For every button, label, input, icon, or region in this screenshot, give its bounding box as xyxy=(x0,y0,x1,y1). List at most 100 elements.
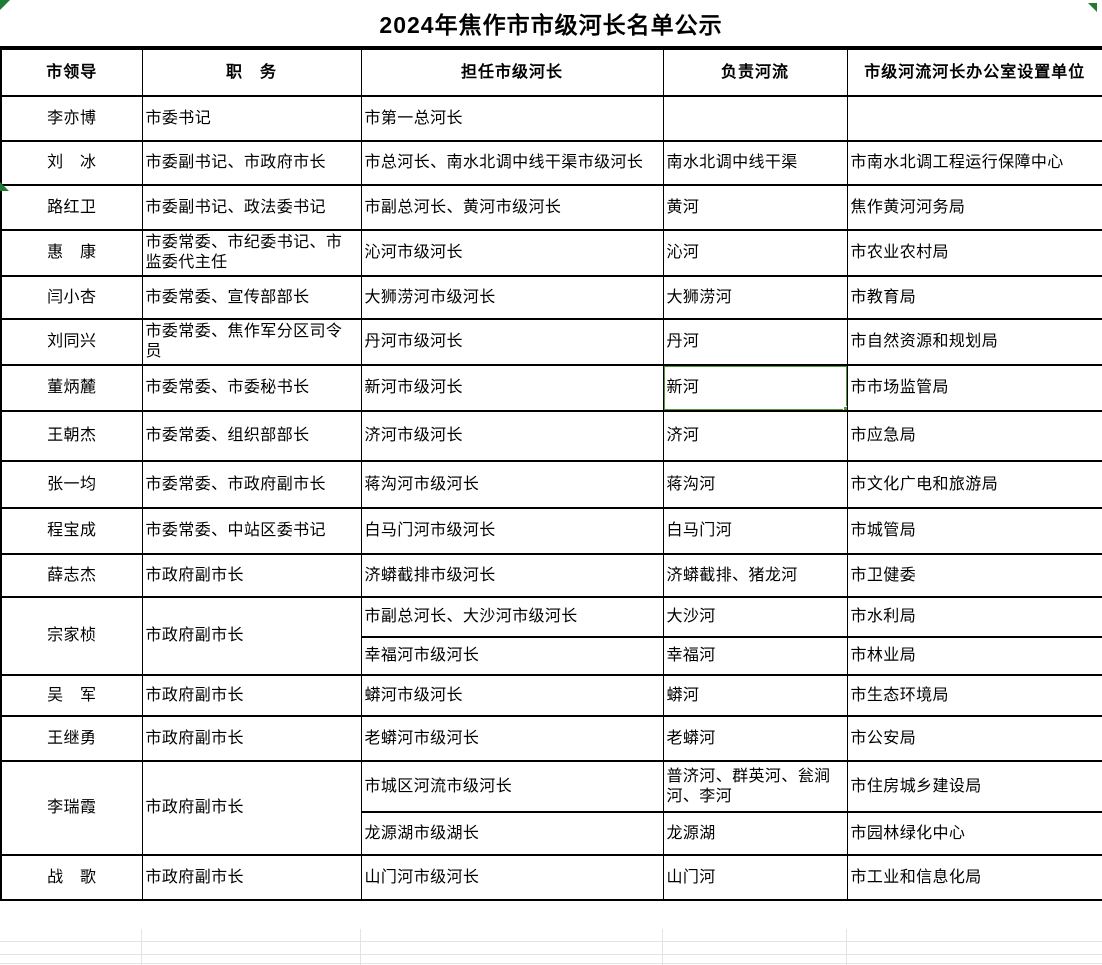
cell-leader[interactable]: 刘 冰 xyxy=(0,140,143,186)
cell-leader[interactable]: 薛志杰 xyxy=(0,553,143,598)
cell-leader[interactable]: 王继勇 xyxy=(0,715,143,762)
cell-river[interactable]: 白马门河 xyxy=(662,507,848,555)
header-cell-river[interactable]: 负责河流 xyxy=(662,48,848,97)
cell-chief[interactable]: 市总河长、南水北调中线干渠市级河长 xyxy=(360,140,664,186)
cell-chief[interactable]: 济蟒截排市级河长 xyxy=(360,553,664,598)
cell-river[interactable]: 南水北调中线干渠 xyxy=(662,140,848,186)
cell-unit[interactable]: 市南水北调工程运行保障中心 xyxy=(846,140,1102,186)
cell-river[interactable]: 山门河 xyxy=(662,854,848,901)
cell-leader[interactable]: 刘同兴 xyxy=(0,318,143,366)
cell-river[interactable]: 蒋沟河 xyxy=(662,460,848,509)
cell-chief[interactable]: 沁河市级河长 xyxy=(360,229,664,277)
cell-unit[interactable]: 市应急局 xyxy=(846,410,1102,462)
cell-river[interactable] xyxy=(662,95,848,142)
cell-unit[interactable]: 市卫健委 xyxy=(846,553,1102,598)
cell-river[interactable]: 黄河 xyxy=(662,184,848,231)
cell-unit[interactable]: 市水利局 xyxy=(846,596,1102,638)
table-title[interactable]: 2024年焦作市市级河长名单公示 xyxy=(0,0,1102,48)
cell-position[interactable]: 市政府副市长 xyxy=(141,596,362,676)
cell-chief[interactable]: 市副总河长、黄河市级河长 xyxy=(360,184,664,231)
cell-unit[interactable]: 市教育局 xyxy=(846,275,1102,320)
table-row: 吴 军 市政府副市长 蟒河市级河长 蟒河 市生态环境局 xyxy=(0,674,1102,717)
cell-unit[interactable]: 市工业和信息化局 xyxy=(846,854,1102,901)
cell-chief[interactable]: 市城区河流市级河长 xyxy=(360,760,664,813)
header-row: 市领导 职 务 担任市级河长 负责河流 市级河流河长办公室设置单位 xyxy=(0,48,1102,97)
header-cell-position[interactable]: 职 务 xyxy=(141,48,362,97)
cell-river[interactable]: 济蟒截排、猪龙河 xyxy=(662,553,848,598)
cell-leader[interactable]: 路红卫 xyxy=(0,184,143,231)
cell-position[interactable]: 市政府副市长 xyxy=(141,715,362,762)
cell-river[interactable]: 大狮涝河 xyxy=(662,275,848,320)
cell-chief[interactable]: 老蟒河市级河长 xyxy=(360,715,664,762)
cell-unit[interactable]: 市市场监管局 xyxy=(846,364,1102,412)
header-cell-chief[interactable]: 担任市级河长 xyxy=(360,48,664,97)
cell-unit[interactable]: 市住房城乡建设局 xyxy=(846,760,1102,813)
cell-unit[interactable]: 市农业农村局 xyxy=(846,229,1102,277)
cell-leader[interactable]: 战 歌 xyxy=(0,854,143,901)
gridline-vertical xyxy=(662,929,663,965)
cell-chief[interactable]: 幸福河市级河长 xyxy=(360,636,664,676)
cell-position[interactable]: 市委副书记、市政府市长 xyxy=(141,140,362,186)
cell-leader[interactable]: 程宝成 xyxy=(0,507,143,555)
cell-river-selected[interactable]: 新河 xyxy=(662,364,848,412)
cell-leader[interactable]: 闫小杏 xyxy=(0,275,143,320)
cell-chief[interactable]: 蒋沟河市级河长 xyxy=(360,460,664,509)
cell-position[interactable]: 市委书记 xyxy=(141,95,362,142)
cell-position[interactable]: 市政府副市长 xyxy=(141,674,362,717)
cell-chief[interactable]: 蟒河市级河长 xyxy=(360,674,664,717)
cell-chief[interactable]: 济河市级河长 xyxy=(360,410,664,462)
cell-chief[interactable]: 山门河市级河长 xyxy=(360,854,664,901)
cell-chief[interactable]: 龙源湖市级湖长 xyxy=(360,811,664,856)
cell-position[interactable]: 市政府副市长 xyxy=(141,854,362,901)
cell-position[interactable]: 市委常委、组织部部长 xyxy=(141,410,362,462)
table-row: 刘 冰 市委副书记、市政府市长 市总河长、南水北调中线干渠市级河长 南水北调中线… xyxy=(0,140,1102,186)
cell-unit[interactable]: 市林业局 xyxy=(846,636,1102,676)
cell-unit[interactable]: 市公安局 xyxy=(846,715,1102,762)
cell-river[interactable]: 普济河、群英河、瓮涧河、李河 xyxy=(662,760,848,813)
cell-position[interactable]: 市政府副市长 xyxy=(141,553,362,598)
cell-chief[interactable]: 市副总河长、大沙河市级河长 xyxy=(360,596,664,638)
cell-chief[interactable]: 新河市级河长 xyxy=(360,364,664,412)
cell-leader[interactable]: 李亦博 xyxy=(0,95,143,142)
table-row: 龙源湖市级湖长 龙源湖 市园林绿化中心 xyxy=(1,811,1102,856)
cell-leader[interactable]: 惠 康 xyxy=(0,229,143,277)
cell-position[interactable]: 市委常委、中站区委书记 xyxy=(141,507,362,555)
cell-position[interactable]: 市委副书记、政法委书记 xyxy=(141,184,362,231)
cell-position[interactable]: 市委常委、焦作军分区司令员 xyxy=(141,318,362,366)
gridline-horizontal xyxy=(0,954,1102,955)
table-row: 李瑞霞 市政府副市长 市城区河流市级河长 普济河、群英河、瓮涧河、李河 市住房城… xyxy=(0,760,1102,856)
cell-river[interactable]: 幸福河 xyxy=(662,636,848,676)
cell-river[interactable]: 老蟒河 xyxy=(662,715,848,762)
cell-unit[interactable] xyxy=(846,95,1102,142)
cell-chief[interactable]: 市第一总河长 xyxy=(360,95,664,142)
cell-unit[interactable]: 焦作黄河河务局 xyxy=(846,184,1102,231)
cell-chief[interactable]: 白马门河市级河长 xyxy=(360,507,664,555)
cell-unit[interactable]: 市生态环境局 xyxy=(846,674,1102,717)
cell-leader[interactable]: 李瑞霞 xyxy=(0,760,143,856)
cell-leader[interactable]: 吴 军 xyxy=(0,674,143,717)
header-cell-leader[interactable]: 市领导 xyxy=(0,48,143,97)
cell-unit[interactable]: 市城管局 xyxy=(846,507,1102,555)
cell-unit[interactable]: 市文化广电和旅游局 xyxy=(846,460,1102,509)
cell-river[interactable]: 丹河 xyxy=(662,318,848,366)
cell-position[interactable]: 市委常委、市纪委书记、市监委代主任 xyxy=(141,229,362,277)
cell-unit[interactable]: 市自然资源和规划局 xyxy=(846,318,1102,366)
header-cell-unit[interactable]: 市级河流河长办公室设置单位 xyxy=(846,48,1102,97)
cell-river[interactable]: 沁河 xyxy=(662,229,848,277)
cell-river[interactable]: 龙源湖 xyxy=(662,811,848,856)
cell-river[interactable]: 大沙河 xyxy=(662,596,848,638)
cell-position[interactable]: 市委常委、市委秘书长 xyxy=(141,364,362,412)
cell-position[interactable]: 市委常委、市政府副市长 xyxy=(141,460,362,509)
cell-leader[interactable]: 王朝杰 xyxy=(0,410,143,462)
cell-leader[interactable]: 张一均 xyxy=(0,460,143,509)
cell-unit[interactable]: 市园林绿化中心 xyxy=(846,811,1102,856)
cell-position[interactable]: 市政府副市长 xyxy=(141,760,362,856)
cell-river[interactable]: 蟒河 xyxy=(662,674,848,717)
cell-position[interactable]: 市委常委、宣传部部长 xyxy=(141,275,362,320)
cell-leader[interactable]: 宗家桢 xyxy=(0,596,143,676)
cell-chief[interactable]: 大狮涝河市级河长 xyxy=(360,275,664,320)
cell-leader[interactable]: 董炳麓 xyxy=(0,364,143,412)
cell-river[interactable]: 济河 xyxy=(662,410,848,462)
cell-chief[interactable]: 丹河市级河长 xyxy=(360,318,664,366)
